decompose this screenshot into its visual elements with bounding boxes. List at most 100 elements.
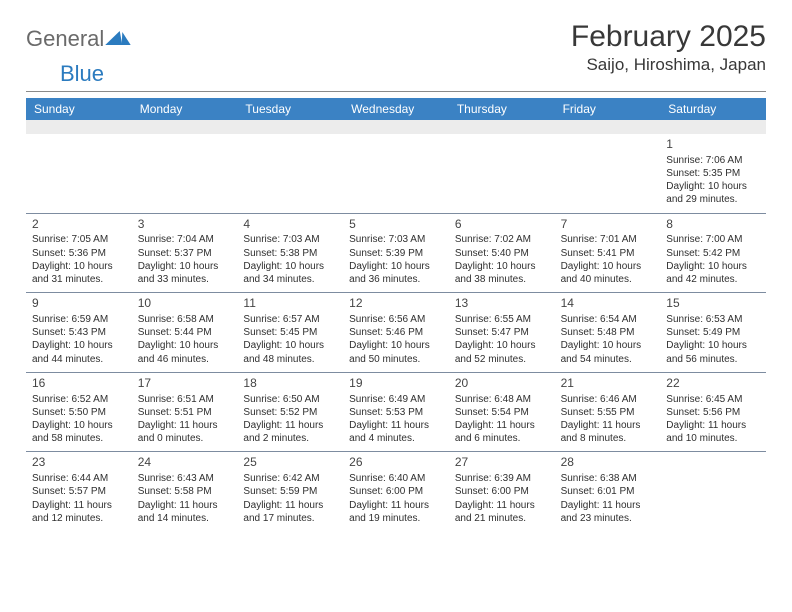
day-cell: 2Sunrise: 7:05 AMSunset: 5:36 PMDaylight… (26, 214, 132, 293)
day-detail-line: and 0 minutes. (138, 432, 232, 445)
day-cell: 22Sunrise: 6:45 AMSunset: 5:56 PMDayligh… (660, 373, 766, 452)
day-detail-line: Daylight: 10 hours (138, 260, 232, 273)
day-detail-line: Sunrise: 6:52 AM (32, 393, 126, 406)
day-detail-line: Daylight: 11 hours (561, 499, 655, 512)
day-detail-line: Sunrise: 6:45 AM (666, 393, 760, 406)
day-detail-line: Daylight: 11 hours (349, 499, 443, 512)
day-detail-line: and 2 minutes. (243, 432, 337, 445)
day-detail-line: Sunset: 5:52 PM (243, 406, 337, 419)
day-detail-line: and 14 minutes. (138, 512, 232, 525)
day-cell: 12Sunrise: 6:56 AMSunset: 5:46 PMDayligh… (343, 293, 449, 372)
day-number: 24 (138, 455, 232, 471)
brand-logo: General (26, 26, 130, 52)
day-cell: 10Sunrise: 6:58 AMSunset: 5:44 PMDayligh… (132, 293, 238, 372)
day-number: 21 (561, 376, 655, 392)
day-number: 14 (561, 296, 655, 312)
day-detail-line: Sunset: 5:54 PM (455, 406, 549, 419)
week-row: 2Sunrise: 7:05 AMSunset: 5:36 PMDaylight… (26, 213, 766, 293)
day-number: 11 (243, 296, 337, 312)
day-detail-line: Daylight: 11 hours (666, 419, 760, 432)
day-detail-line: Sunset: 5:57 PM (32, 485, 126, 498)
day-detail-line: Sunset: 6:00 PM (455, 485, 549, 498)
day-cell: 23Sunrise: 6:44 AMSunset: 5:57 PMDayligh… (26, 452, 132, 531)
day-detail-line: Sunrise: 6:58 AM (138, 313, 232, 326)
day-detail-line: Daylight: 10 hours (666, 339, 760, 352)
day-detail-line: Sunset: 5:36 PM (32, 247, 126, 260)
day-number: 27 (455, 455, 549, 471)
day-cell: 9Sunrise: 6:59 AMSunset: 5:43 PMDaylight… (26, 293, 132, 372)
day-cell: 7Sunrise: 7:01 AMSunset: 5:41 PMDaylight… (555, 214, 661, 293)
day-number: 4 (243, 217, 337, 233)
day-header-row: Sunday Monday Tuesday Wednesday Thursday… (26, 98, 766, 120)
day-detail-line: Sunset: 5:44 PM (138, 326, 232, 339)
day-detail-line: Sunrise: 7:04 AM (138, 233, 232, 246)
day-detail-line: Sunrise: 7:03 AM (349, 233, 443, 246)
week-row: 16Sunrise: 6:52 AMSunset: 5:50 PMDayligh… (26, 372, 766, 452)
day-detail-line: Daylight: 11 hours (32, 499, 126, 512)
day-number: 7 (561, 217, 655, 233)
day-detail-line: and 38 minutes. (455, 273, 549, 286)
day-cell: 4Sunrise: 7:03 AMSunset: 5:38 PMDaylight… (237, 214, 343, 293)
day-detail-line: Sunrise: 7:03 AM (243, 233, 337, 246)
day-detail-line: and 23 minutes. (561, 512, 655, 525)
day-detail-line: and 29 minutes. (666, 193, 760, 206)
day-cell: 27Sunrise: 6:39 AMSunset: 6:00 PMDayligh… (449, 452, 555, 531)
day-detail-line: and 36 minutes. (349, 273, 443, 286)
day-detail-line: Sunset: 5:48 PM (561, 326, 655, 339)
day-number: 3 (138, 217, 232, 233)
day-detail-line: Daylight: 10 hours (455, 260, 549, 273)
day-detail-line: Daylight: 11 hours (138, 499, 232, 512)
day-detail-line: and 19 minutes. (349, 512, 443, 525)
day-header: Tuesday (237, 98, 343, 120)
day-detail-line: Sunrise: 6:38 AM (561, 472, 655, 485)
day-detail-line: Sunrise: 6:54 AM (561, 313, 655, 326)
empty-cell (132, 134, 238, 213)
day-number: 26 (349, 455, 443, 471)
day-detail-line: Daylight: 11 hours (349, 419, 443, 432)
day-detail-line: Sunrise: 6:40 AM (349, 472, 443, 485)
day-detail-line: Sunrise: 6:39 AM (455, 472, 549, 485)
day-cell: 11Sunrise: 6:57 AMSunset: 5:45 PMDayligh… (237, 293, 343, 372)
day-detail-line: Sunset: 5:40 PM (455, 247, 549, 260)
day-detail-line: Daylight: 10 hours (32, 419, 126, 432)
day-number: 8 (666, 217, 760, 233)
day-cell: 26Sunrise: 6:40 AMSunset: 6:00 PMDayligh… (343, 452, 449, 531)
day-detail-line: Sunrise: 6:57 AM (243, 313, 337, 326)
day-detail-line: Sunrise: 6:48 AM (455, 393, 549, 406)
day-cell: 24Sunrise: 6:43 AMSunset: 5:58 PMDayligh… (132, 452, 238, 531)
empty-cell (343, 134, 449, 213)
day-number: 18 (243, 376, 337, 392)
day-detail-line: and 48 minutes. (243, 353, 337, 366)
day-header: Saturday (660, 98, 766, 120)
day-number: 17 (138, 376, 232, 392)
day-number: 25 (243, 455, 337, 471)
day-detail-line: and 54 minutes. (561, 353, 655, 366)
day-header: Thursday (449, 98, 555, 120)
day-detail-line: Sunset: 5:50 PM (32, 406, 126, 419)
weeks-container: 1Sunrise: 7:06 AMSunset: 5:35 PMDaylight… (26, 134, 766, 531)
calendar-page: General February 2025 Saijo, Hiroshima, … (0, 0, 792, 541)
day-detail-line: Daylight: 10 hours (32, 339, 126, 352)
day-detail-line: Sunrise: 7:02 AM (455, 233, 549, 246)
day-detail-line: Daylight: 10 hours (349, 260, 443, 273)
day-number: 6 (455, 217, 549, 233)
empty-cell (449, 134, 555, 213)
day-detail-line: and 52 minutes. (455, 353, 549, 366)
day-detail-line: and 8 minutes. (561, 432, 655, 445)
day-cell: 6Sunrise: 7:02 AMSunset: 5:40 PMDaylight… (449, 214, 555, 293)
brand-part2: Blue (60, 61, 104, 87)
day-detail-line: Sunset: 5:46 PM (349, 326, 443, 339)
day-detail-line: Daylight: 11 hours (243, 419, 337, 432)
day-detail-line: Sunset: 5:49 PM (666, 326, 760, 339)
day-header: Monday (132, 98, 238, 120)
day-detail-line: and 12 minutes. (32, 512, 126, 525)
day-detail-line: Sunrise: 7:00 AM (666, 233, 760, 246)
day-detail-line: Sunrise: 6:50 AM (243, 393, 337, 406)
day-cell: 14Sunrise: 6:54 AMSunset: 5:48 PMDayligh… (555, 293, 661, 372)
day-detail-line: Daylight: 11 hours (561, 419, 655, 432)
day-number: 16 (32, 376, 126, 392)
day-number: 10 (138, 296, 232, 312)
day-detail-line: Sunrise: 6:59 AM (32, 313, 126, 326)
day-detail-line: Sunrise: 6:49 AM (349, 393, 443, 406)
title-block: February 2025 Saijo, Hiroshima, Japan (571, 20, 766, 75)
